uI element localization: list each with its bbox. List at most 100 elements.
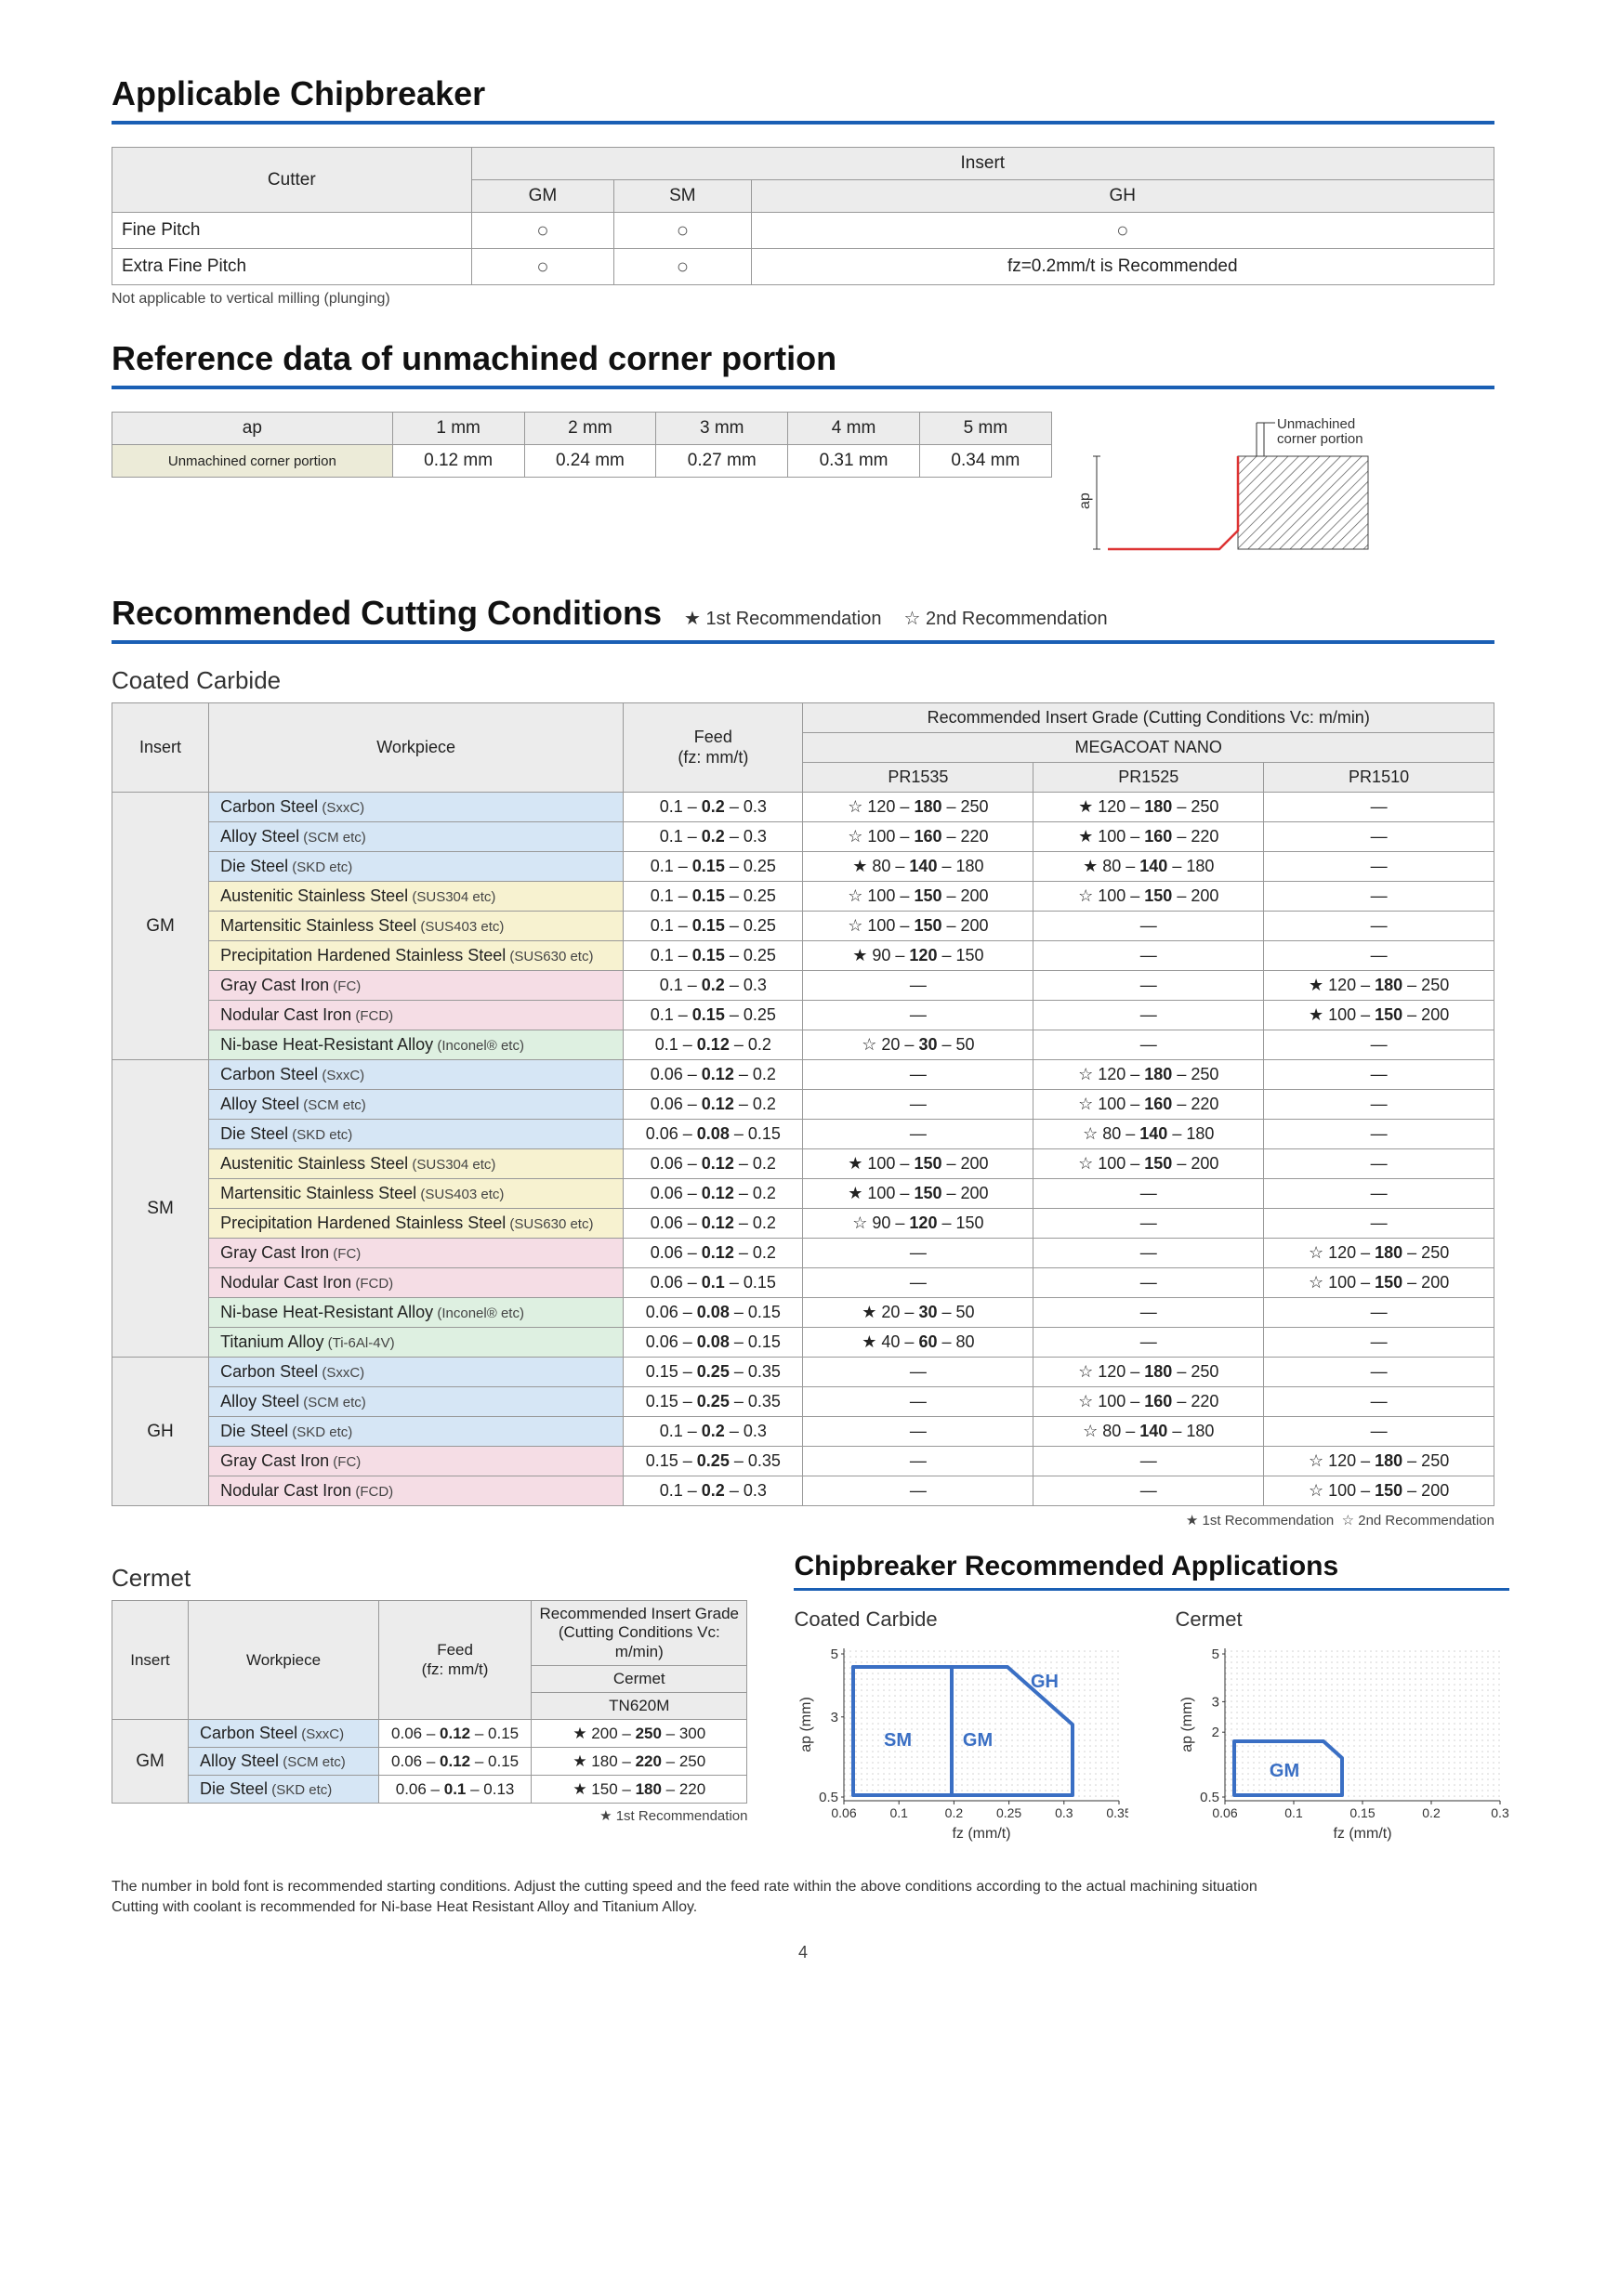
cermet-feed: 0.06 – 0.12 – 0.15 [379,1748,532,1776]
grade-cell: ☆ 100 – 160 – 220 [803,822,1033,852]
grade-cell: ★ 120 – 180 – 250 [1033,793,1264,822]
chipbreaker-title: Applicable Chipbreaker [112,74,1494,113]
grade-cell: — [1033,1476,1264,1506]
feed-cell: 0.1 – 0.15 – 0.25 [624,852,803,882]
grade-cell: ☆ 90 – 120 – 150 [803,1209,1033,1239]
feed-cell: 0.06 – 0.12 – 0.2 [624,1149,803,1179]
insert-cell: SM [112,1060,209,1358]
grade-cell: ☆ 120 – 180 – 250 [1033,1060,1264,1090]
grade-cell: ☆ 20 – 30 – 50 [803,1030,1033,1060]
feed-cell: 0.1 – 0.2 – 0.3 [624,1417,803,1447]
grade-cell: — [1264,1328,1494,1358]
grade-cell: — [1033,971,1264,1001]
grade-cell: ☆ 80 – 140 – 180 [1033,1120,1264,1149]
ref-cell: 0.27 mm [656,445,788,478]
workpiece-cell: Nodular Cast Iron (FCD) [209,1001,624,1030]
grade-cell: ☆ 100 – 150 – 200 [1264,1268,1494,1298]
grade-cell: ☆ 100 – 150 – 200 [1033,1149,1264,1179]
divider [112,640,1494,644]
feed-cell: 0.15 – 0.25 – 0.35 [624,1387,803,1417]
workpiece-cell: Precipitation Hardened Stainless Steel (… [209,941,624,971]
chipbreaker-col: GM [471,180,614,213]
grade-cell: ★ 80 – 140 – 180 [803,852,1033,882]
chipbreaker-table: Cutter Insert GMSMGH Fine Pitch○○○Extra … [112,147,1494,285]
grade-cell: — [803,1268,1033,1298]
grade-cell: — [1033,941,1264,971]
feed-cell: 0.06 – 0.12 – 0.2 [624,1239,803,1268]
svg-text:0.2: 0.2 [945,1805,964,1820]
reference-diagram: Unmachined corner portion ap [1080,412,1494,566]
svg-text:0.2: 0.2 [1423,1805,1441,1820]
grade-cell: ☆ 120 – 180 – 250 [1264,1447,1494,1476]
footnote: The number in bold font is recommended s… [112,1877,1494,1919]
workpiece-cell: Martensitic Stainless Steel (SUS403 etc) [209,912,624,941]
feed-cell: 0.15 – 0.25 – 0.35 [624,1358,803,1387]
grade-cell: ☆ 100 – 150 – 200 [803,912,1033,941]
page-number: 4 [112,1943,1494,1962]
workpiece-cell: Alloy Steel (SCM etc) [209,822,624,852]
ref-header: 1 mm [392,413,524,445]
workpiece-cell: Gray Cast Iron (FC) [209,1239,624,1268]
grade-cell: — [803,1239,1033,1268]
grade-cell: — [1264,941,1494,971]
grade-cell: — [1264,912,1494,941]
ref-header: ap [112,413,393,445]
workpiece-cell: Alloy Steel (SCM etc) [209,1090,624,1120]
diagram-ap-label: ap [1080,492,1093,509]
grade-cell: — [1033,912,1264,941]
workpiece-cell: Gray Cast Iron (FC) [209,1447,624,1476]
grade-cell: — [1033,1268,1264,1298]
svg-text:GH: GH [1031,1672,1059,1692]
grade-cell: ★ 40 – 60 – 80 [803,1328,1033,1358]
cermet-subhead: Cermet [112,1564,747,1593]
divider [794,1588,1509,1591]
grade-cell: ★ 100 – 160 – 220 [1033,822,1264,852]
grade-cell: ★ 90 – 120 – 150 [803,941,1033,971]
feed-cell: 0.15 – 0.25 – 0.35 [624,1447,803,1476]
chipbreaker-col: SM [614,180,751,213]
grade-cell: — [803,1387,1033,1417]
workpiece-cell: Nodular Cast Iron (FCD) [209,1268,624,1298]
coated-subhead: Coated Carbide [112,666,1494,695]
grade-cell: — [1264,1030,1494,1060]
feed-cell: 0.1 – 0.2 – 0.3 [624,822,803,852]
svg-text:5: 5 [1212,1647,1219,1662]
grade-cell: — [1264,1060,1494,1090]
svg-text:GM: GM [1270,1761,1299,1781]
grade-cell: — [803,1358,1033,1387]
cermet-workpiece: Carbon Steel (SxxC) [189,1720,379,1748]
cermet-workpiece: Die Steel (SKD etc) [189,1776,379,1804]
feed-cell: 0.06 – 0.12 – 0.2 [624,1060,803,1090]
svg-text:0.3: 0.3 [1492,1805,1510,1820]
chipbreaker-cell: ○ [614,213,751,249]
grade-cell: — [803,1060,1033,1090]
legend-second: ☆ 2nd Recommendation [903,607,1107,630]
ref-header: 2 mm [524,413,656,445]
svg-text:0.15: 0.15 [1350,1805,1376,1820]
grade-cell: — [1264,852,1494,882]
svg-text:0.5: 0.5 [820,1790,839,1805]
svg-text:3: 3 [831,1710,838,1725]
svg-text:0.1: 0.1 [1285,1805,1304,1820]
apps-cermet-label: Cermet [1175,1607,1509,1632]
svg-text:0.25: 0.25 [996,1805,1021,1820]
workpiece-cell: Die Steel (SKD etc) [209,1120,624,1149]
svg-text:GM: GM [963,1730,993,1751]
chipbreaker-row-label: Fine Pitch [112,213,472,249]
ref-cell: 0.31 mm [788,445,920,478]
feed-cell: 0.1 – 0.2 – 0.3 [624,793,803,822]
grade-cell: — [1264,1149,1494,1179]
svg-text:fz (mm/t): fz (mm/t) [953,1826,1011,1842]
workpiece-cell: Ni-base Heat-Resistant Alloy (Inconel® e… [209,1030,624,1060]
svg-text:0.35: 0.35 [1107,1805,1129,1820]
feed-cell: 0.1 – 0.15 – 0.25 [624,882,803,912]
grade-cell: — [1264,1090,1494,1120]
svg-text:0.06: 0.06 [1213,1805,1238,1820]
grade-cell: — [1264,793,1494,822]
coated-legend-below: ★ 1st Recommendation ☆ 2nd Recommendatio… [112,1512,1494,1528]
cermet-legend: ★ 1st Recommendation [112,1807,747,1824]
grade-cell: — [1033,1298,1264,1328]
grade-cell: ☆ 100 – 150 – 200 [803,882,1033,912]
svg-text:corner portion: corner portion [1277,431,1363,447]
grade-cell: ★ 100 – 150 – 200 [803,1149,1033,1179]
